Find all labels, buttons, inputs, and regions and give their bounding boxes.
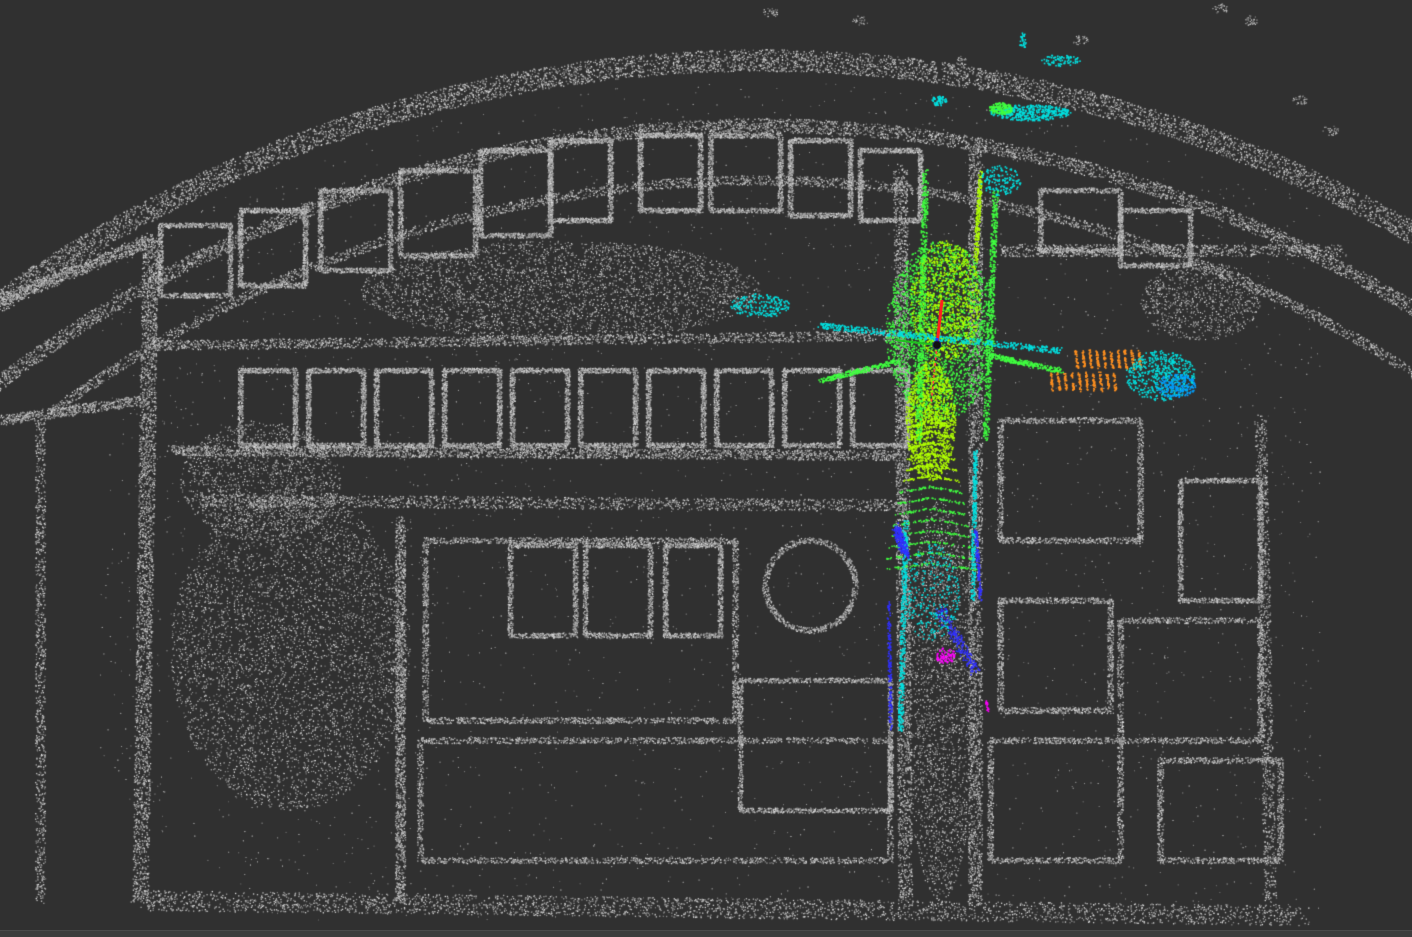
x-axis-line	[935, 299, 944, 346]
x-axis-tail	[930, 344, 938, 406]
robot-pose-marker	[894, 299, 944, 406]
viewport-bottom-edge	[0, 930, 1412, 937]
y-axis-line	[894, 339, 938, 346]
robot-origin	[932, 340, 942, 350]
